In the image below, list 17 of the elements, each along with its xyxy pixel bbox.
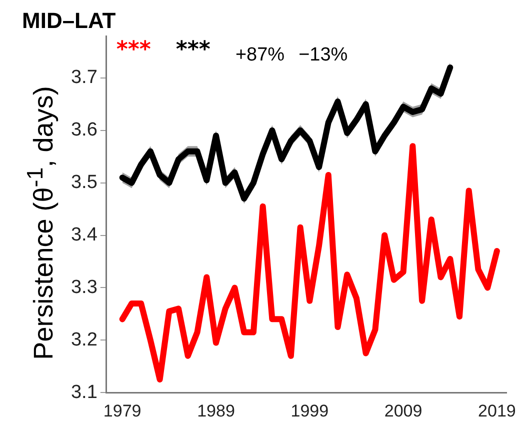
annotation: *** — [176, 38, 211, 63]
y-tick-label: 3.7 — [70, 67, 98, 88]
y-tick-label: 3.3 — [70, 276, 98, 298]
annotation: −13% — [298, 44, 348, 66]
y-tick-label: 3.2 — [70, 329, 98, 350]
y-tick-label: 3.6 — [70, 120, 98, 141]
x-tick-label: 2009 — [384, 401, 422, 420]
annotation: +87% — [235, 44, 285, 66]
y-tick-label: 3.1 — [70, 382, 98, 403]
x-tick-label: 1999 — [290, 401, 329, 420]
y-tick-label: 3.5 — [70, 172, 98, 194]
x-tick-label: 2019 — [478, 401, 516, 420]
annotation: *** — [116, 38, 152, 63]
x-tick-label: 1979 — [103, 401, 142, 420]
y-tick-label: 3.4 — [70, 224, 98, 246]
x-tick-label: 1989 — [197, 401, 235, 420]
chart-title: MID–LAT — [22, 8, 116, 34]
